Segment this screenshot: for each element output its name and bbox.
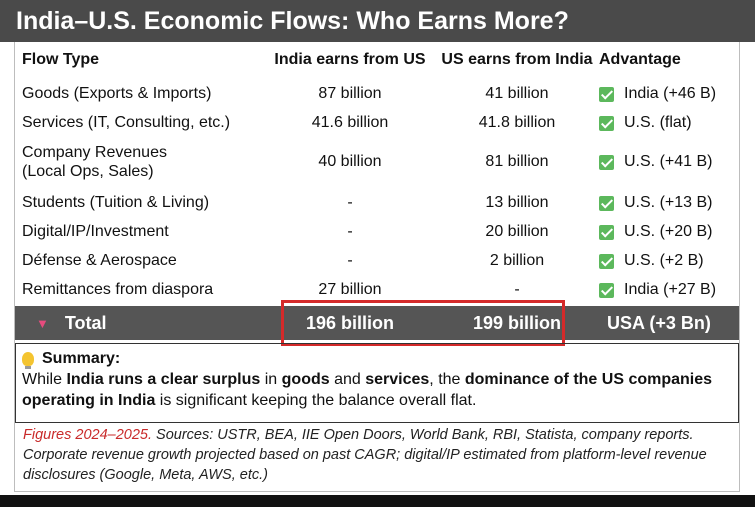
check-icon (599, 195, 614, 211)
us-earns-cell: 41 billion (485, 85, 549, 102)
table-row: Digital/IP/Investment - 20 billion U.S. … (15, 218, 741, 246)
india-earns-cell: - (347, 194, 353, 211)
flow-type-cell: Remittances from diaspora (22, 281, 214, 298)
advantage-cell: India (+46 B) (599, 80, 739, 108)
advantage-cell: U.S. (flat) (599, 109, 739, 137)
us-earns-cell: 13 billion (485, 194, 549, 211)
total-row: ▼ Total 196 billion 199 billion USA (+3 B… (15, 306, 739, 340)
advantage-text: U.S. (+2 B) (624, 252, 704, 269)
summary-heading: Summary: (22, 348, 738, 369)
flow-type-cell: Company Revenues (Local Ops, Sales) (22, 139, 262, 185)
flow-type-cell: Défense & Aerospace (22, 252, 177, 269)
summary-bold-part: goods (281, 371, 330, 388)
table-row: Remittances from diaspora 27 billion - I… (15, 276, 741, 304)
total-advantage-cell: USA (+3 Bn) (607, 312, 711, 333)
table-row: Services (IT, Consulting, etc.) 41.6 bil… (15, 109, 741, 137)
advantage-text: U.S. (+20 B) (624, 223, 713, 240)
total-india-cell: 196 billion (305, 312, 395, 333)
us-earns-cell: 2 billion (489, 252, 545, 269)
header-india-earns: India earns from US (274, 51, 426, 68)
summary-part: , the (429, 371, 465, 388)
advantage-text: U.S. (flat) (624, 114, 692, 131)
advantage-cell: India (+27 B) (599, 276, 739, 304)
page-title: India–U.S. Economic Flows: Who Earns Mor… (0, 0, 755, 42)
check-icon (599, 253, 614, 269)
india-earns-cell: - (347, 252, 353, 269)
header-us-earns: US earns from India (441, 51, 593, 68)
check-icon (599, 115, 614, 131)
check-icon (599, 282, 614, 298)
summary-heading-text: Summary: (42, 350, 121, 367)
header-advantage: Advantage (599, 51, 681, 68)
summary-text: While India runs a clear surplus in good… (22, 369, 738, 411)
india-earns-cell: 87 billion (318, 85, 382, 102)
india-earns-cell: 27 billion (318, 281, 382, 298)
summary-part: While (22, 371, 67, 388)
us-earns-cell: - (514, 281, 520, 298)
advantage-text: U.S. (+41 B) (624, 153, 713, 170)
summary-part: and (329, 371, 366, 388)
flow-type-cell: Services (IT, Consulting, etc.) (22, 114, 231, 131)
table-row: Goods (Exports & Imports) 87 billion 41 … (15, 80, 741, 108)
flow-type-cell: Students (Tuition & Living) (22, 194, 210, 211)
summary-box: Summary: While India runs a clear surplu… (15, 343, 739, 423)
lightbulb-icon (22, 351, 34, 369)
summary-bold-part: India runs a clear surplus (66, 371, 261, 388)
flow-type-cell: Digital/IP/Investment (22, 223, 169, 240)
header-flow-type: Flow Type (22, 51, 100, 68)
table-row: Students (Tuition & Living) - 13 billion… (15, 189, 741, 217)
india-earns-cell: - (347, 223, 353, 240)
sources-years: Figures 2024–2025. (23, 427, 152, 443)
flow-type-text: Company Revenues (Local Ops, Sales) (22, 144, 167, 180)
us-earns-cell: 81 billion (485, 153, 549, 170)
check-icon (599, 224, 614, 240)
sources-note: Figures 2024–2025. Sources: USTR, BEA, I… (23, 425, 735, 485)
table-row: Défense & Aerospace - 2 billion U.S. (+2… (15, 247, 741, 275)
flow-type-cell: Goods (Exports & Imports) (22, 85, 212, 102)
table-header-row: Flow Type India earns from US US earns f… (15, 46, 741, 74)
flows-table-card: Flow Type India earns from US US earns f… (14, 42, 740, 492)
total-label: Total (64, 312, 107, 333)
advantage-text: India (+46 B) (624, 85, 717, 102)
india-earns-cell: 40 billion (318, 153, 382, 170)
advantage-cell: U.S. (+20 B) (599, 218, 739, 246)
total-us-cell: 199 billion (472, 312, 562, 333)
check-icon (599, 86, 614, 102)
summary-bold-part: services (365, 371, 430, 388)
summary-part: in (260, 371, 282, 388)
us-earns-cell: 41.8 billion (478, 114, 556, 131)
advantage-text: India (+27 B) (624, 281, 717, 298)
advantage-text: U.S. (+13 B) (624, 194, 713, 211)
sources-text: Sources: USTR, BEA, IIE Open Doors, Worl… (23, 427, 707, 483)
total-label-cell: ▼ Total (22, 306, 262, 340)
advantage-cell: U.S. (+41 B) (599, 139, 739, 185)
advantage-cell: U.S. (+13 B) (599, 189, 739, 217)
india-earns-cell: 41.6 billion (311, 114, 389, 131)
heart-icon: ▼ (36, 315, 49, 331)
us-earns-cell: 20 billion (485, 223, 549, 240)
advantage-cell: U.S. (+2 B) (599, 247, 739, 275)
summary-part: is significant keeping the balance overa… (155, 392, 477, 409)
table-row: Company Revenues (Local Ops, Sales) 40 b… (15, 139, 741, 185)
check-icon (599, 154, 614, 170)
bottom-bar (0, 495, 755, 507)
summary-bold-part: dominance of the US companies operating … (22, 371, 713, 409)
